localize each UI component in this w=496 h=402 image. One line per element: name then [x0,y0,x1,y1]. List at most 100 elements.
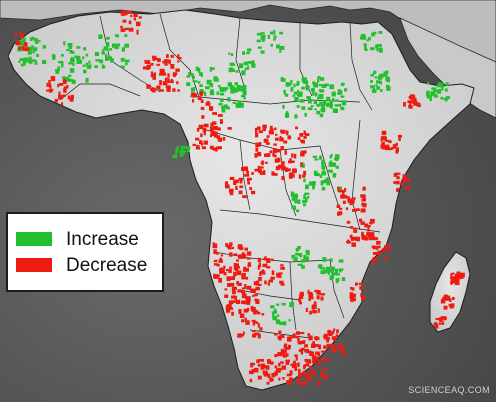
increase-pixel [69,68,75,73]
decrease-pixel [145,61,150,64]
increase-pixel [300,259,306,263]
decrease-pixel [255,132,259,138]
decrease-pixel [299,332,305,335]
decrease-pixel [435,318,441,321]
decrease-pixel [212,112,217,115]
increase-swatch [16,232,52,246]
decrease-pixel [266,135,270,139]
increase-pixel [307,195,310,199]
decrease-pixel [338,342,341,348]
increase-pixel [291,254,296,259]
increase-pixel [445,98,448,102]
decrease-pixel [313,370,317,375]
increase-pixel [42,60,47,64]
increase-pixel [176,146,179,151]
decrease-pixel [253,281,258,286]
decrease-pixel [308,335,313,341]
decrease-pixel [234,295,237,300]
decrease-pixel [232,300,238,303]
decrease-pixel [278,330,282,334]
decrease-pixel [235,263,239,267]
decrease-pixel [368,236,373,241]
decrease-pixel [321,357,325,361]
increase-pixel [370,47,375,51]
increase-pixel [434,89,437,92]
increase-pixel [238,63,244,69]
decrease-pixel [269,128,274,133]
increase-pixel [28,46,32,52]
decrease-pixel [254,168,260,172]
decrease-pixel [199,140,203,145]
increase-pixel [72,62,75,66]
decrease-pixel [198,124,204,130]
increase-pixel [294,198,298,204]
decrease-pixel [285,353,289,357]
increase-pixel [329,275,333,281]
increase-pixel [315,92,318,97]
decrease-pixel [261,313,265,316]
decrease-pixel [296,378,300,383]
decrease-pixel [214,133,218,138]
increase-pixel [326,181,330,186]
decrease-pixel [373,237,379,241]
decrease-pixel [279,336,282,341]
decrease-pixel [366,231,370,237]
decrease-pixel [316,336,320,341]
increase-pixel [334,99,339,102]
decrease-pixel [295,356,298,361]
decrease-pixel [257,283,262,286]
decrease-pixel [294,366,298,371]
decrease-pixel [237,333,242,338]
decrease-pixel [373,257,379,261]
decrease-pixel [305,307,308,312]
increase-pixel [124,34,128,37]
decrease-pixel [246,308,250,312]
decrease-pixel [281,161,285,166]
decrease-pixel [254,153,258,158]
increase-pixel [206,79,212,85]
increase-pixel [260,50,265,54]
increase-pixel [320,180,324,186]
decrease-pixel [331,336,335,340]
increase-pixel [213,78,219,82]
decrease-pixel [164,59,167,62]
increase-pixel [95,59,101,62]
decrease-pixel [263,257,266,261]
decrease-pixel [309,351,315,356]
increase-pixel [426,94,430,97]
increase-pixel [257,46,262,49]
increase-pixel [247,65,250,70]
increase-pixel [294,114,298,119]
increase-pixel [305,251,310,256]
decrease-pixel [352,297,356,302]
decrease-pixel [330,343,334,347]
increase-pixel [76,60,82,64]
decrease-pixel [285,359,290,363]
increase-pixel [318,89,321,92]
increase-pixel [367,37,371,41]
decrease-pixel [393,181,396,184]
increase-pixel [320,94,324,97]
increase-pixel [341,277,346,281]
decrease-pixel [287,373,292,376]
decrease-pixel [313,343,316,348]
decrease-pixel [243,166,249,172]
decrease-pixel [300,139,305,143]
decrease-pixel [123,10,128,16]
decrease-pixel [452,297,455,300]
increase-pixel [205,86,210,90]
decrease-pixel [228,300,234,305]
increase-pixel [23,62,26,66]
decrease-pixel [269,150,273,154]
decrease-pixel [410,95,416,100]
decrease-pixel [236,281,239,285]
decrease-pixel [268,130,273,135]
increase-pixel [376,44,381,47]
increase-pixel [251,63,256,68]
decrease-pixel [350,226,354,229]
increase-pixel [85,77,89,83]
decrease-pixel [255,147,259,152]
increase-pixel [105,54,108,58]
decrease-pixel [359,286,363,291]
increase-pixel [332,173,337,178]
